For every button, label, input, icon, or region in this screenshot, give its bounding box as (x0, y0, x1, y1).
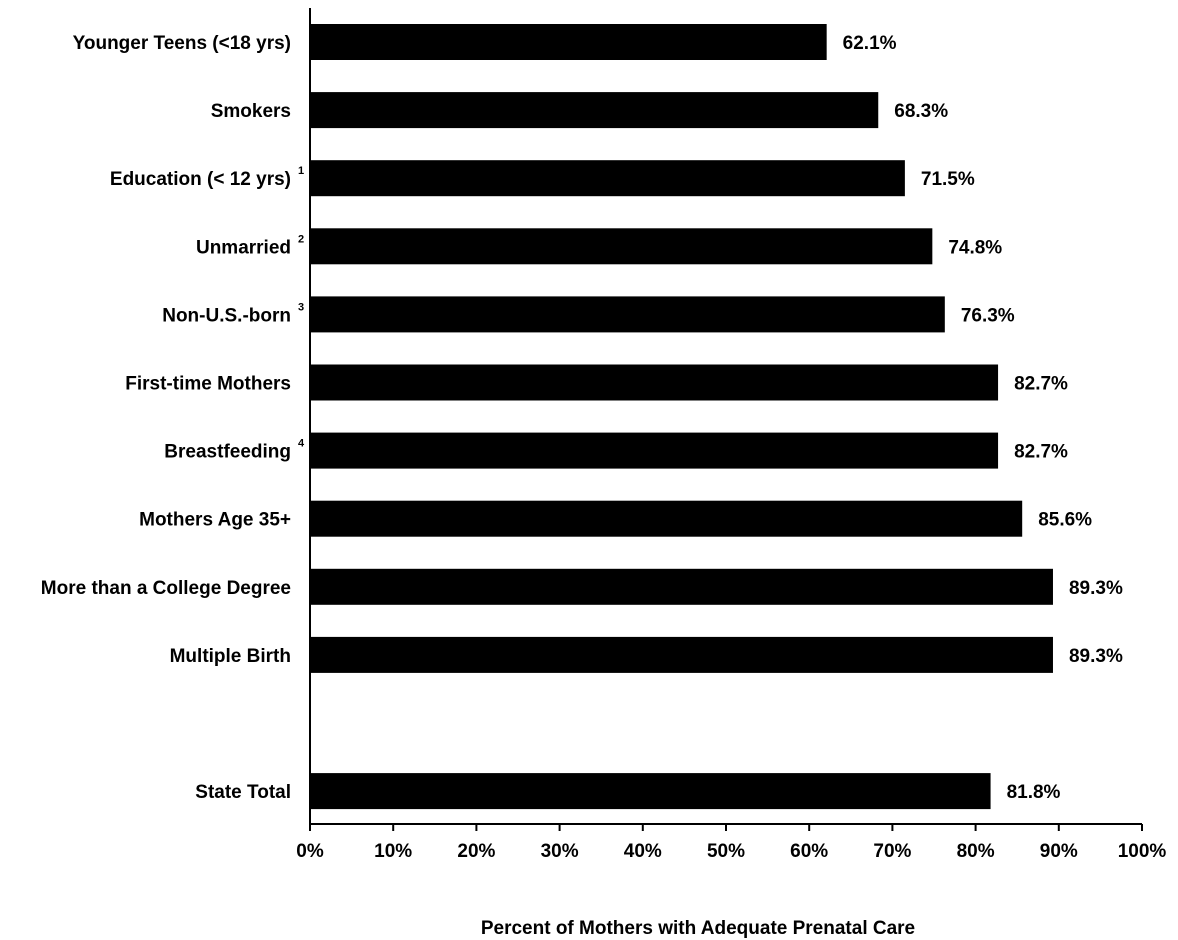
x-tick-label: 80% (957, 841, 995, 862)
value-label: 68.3% (894, 101, 948, 122)
x-tick-label: 90% (1040, 841, 1078, 862)
category-label: Smokers (211, 101, 291, 122)
bar (311, 568, 1053, 605)
x-tick-label: 100% (1118, 841, 1167, 862)
footnote-marker: 2 (298, 233, 304, 245)
x-axis-title: Percent of Mothers with Adequate Prenata… (481, 918, 915, 939)
bar (311, 296, 945, 333)
x-tick-label: 70% (873, 841, 911, 862)
category-label: Education (< 12 yrs) (110, 169, 291, 190)
axes-group (309, 8, 1142, 825)
category-labels-group: Younger Teens (<18 yrs) Smokers Education … (41, 33, 305, 803)
bar (311, 24, 827, 60)
value-label: 85.6% (1038, 510, 1092, 531)
category-label: Multiple Birth (170, 646, 291, 667)
bar (311, 228, 933, 265)
x-ticks-group: 0% 10% 20% 30% 40% 50% 60% 70% 80% 90% 100% (296, 824, 1166, 862)
value-label: 71.5% (921, 169, 975, 190)
bar (311, 432, 999, 469)
value-labels-group: 62.1% 68.3% 71.5% 74.8% 76.3% 82.7% 82.7% 85.6%… (843, 33, 1123, 803)
value-label: 89.3% (1069, 578, 1123, 599)
footnote-marker: 3 (298, 301, 304, 313)
bar (311, 773, 991, 810)
value-label: 81.8% (1007, 782, 1061, 803)
bar (311, 500, 1023, 537)
bar (311, 636, 1053, 673)
footnote-marker: 4 (298, 438, 305, 450)
bar (311, 364, 999, 401)
x-tick-label: 60% (790, 841, 828, 862)
value-label: 89.3% (1069, 646, 1123, 667)
x-tick-label: 50% (707, 841, 745, 862)
category-label: Breastfeeding (164, 442, 291, 463)
category-label: More than a College Degree (41, 578, 291, 599)
value-label: 62.1% (843, 33, 897, 54)
x-tick-label: 20% (457, 841, 495, 862)
bar (311, 92, 879, 129)
bars-group (311, 24, 1053, 810)
value-label: 74.8% (948, 237, 1002, 258)
category-label: Mothers Age 35+ (139, 510, 291, 531)
x-tick-label: 40% (624, 841, 662, 862)
x-tick-label: 0% (296, 841, 324, 862)
value-label: 82.7% (1014, 374, 1068, 395)
category-label: Younger Teens (<18 yrs) (73, 33, 291, 54)
category-label: Non-U.S.-born (162, 305, 291, 326)
value-label: 82.7% (1014, 442, 1068, 463)
category-label: Unmarried (196, 237, 291, 258)
footnote-marker: 1 (298, 165, 304, 177)
bar (311, 160, 905, 197)
x-tick-label: 30% (541, 841, 579, 862)
category-label: State Total (195, 782, 291, 803)
x-tick-label: 10% (374, 841, 412, 862)
value-label: 76.3% (961, 305, 1015, 326)
category-label: First-time Mothers (125, 374, 291, 395)
